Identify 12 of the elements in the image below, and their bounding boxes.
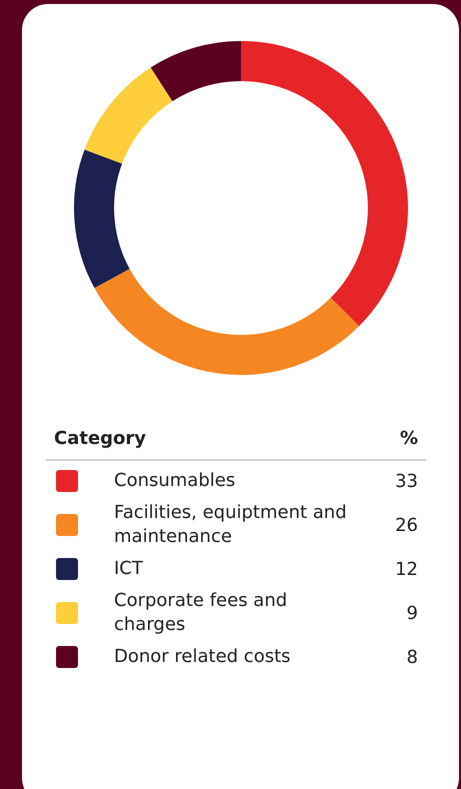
legend-label: Consumables bbox=[114, 469, 236, 493]
data-label: 26 bbox=[395, 514, 419, 536]
legend-label: Facilities, equiptment and maintenance bbox=[114, 501, 348, 549]
data-label: 9 bbox=[406, 602, 419, 624]
data-label: 33 bbox=[395, 470, 419, 492]
data-label: 8 bbox=[406, 646, 419, 668]
legend-label: ICT bbox=[114, 557, 144, 581]
text: % bbox=[400, 428, 418, 449]
legend-label: Corporate fees and charges bbox=[114, 589, 288, 637]
legend-label: Donor related costs bbox=[114, 645, 292, 669]
legend-title: Category bbox=[54, 428, 146, 449]
data-label: 12 bbox=[395, 558, 419, 580]
